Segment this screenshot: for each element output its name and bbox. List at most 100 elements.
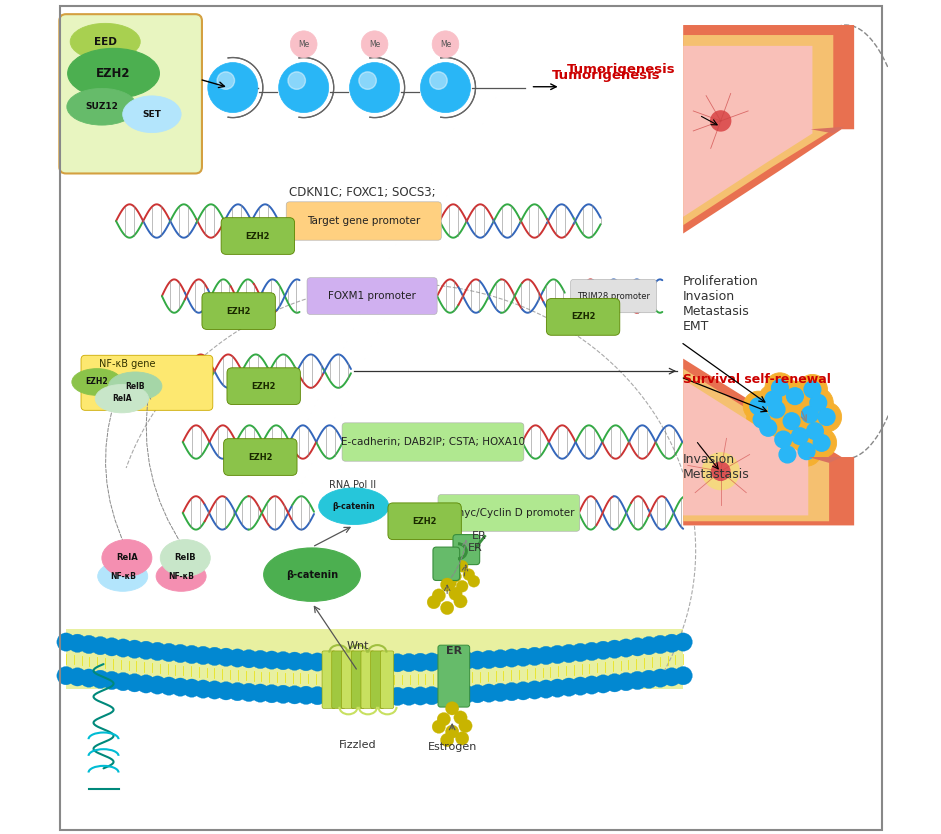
- Text: NF-κB: NF-κB: [110, 572, 136, 580]
- FancyBboxPatch shape: [371, 651, 384, 708]
- Text: E-cadherin; DAB2IP; CSTA; HOXA10: E-cadherin; DAB2IP; CSTA; HOXA10: [341, 437, 525, 447]
- Text: Invasion
Metastasis: Invasion Metastasis: [683, 453, 750, 481]
- Circle shape: [359, 72, 376, 89]
- Circle shape: [571, 643, 589, 661]
- Circle shape: [291, 31, 317, 58]
- Circle shape: [560, 645, 578, 663]
- Circle shape: [80, 636, 98, 654]
- Circle shape: [798, 443, 815, 460]
- Circle shape: [149, 676, 167, 694]
- Circle shape: [760, 420, 776, 436]
- Text: EZH2: EZH2: [86, 378, 108, 386]
- Circle shape: [69, 668, 87, 686]
- Circle shape: [440, 578, 454, 591]
- Polygon shape: [811, 127, 844, 133]
- Circle shape: [136, 641, 155, 660]
- FancyBboxPatch shape: [286, 202, 441, 240]
- Ellipse shape: [263, 548, 360, 601]
- Circle shape: [560, 678, 578, 696]
- Circle shape: [571, 677, 589, 696]
- Circle shape: [205, 681, 224, 699]
- FancyBboxPatch shape: [438, 646, 470, 707]
- Circle shape: [320, 686, 338, 705]
- Circle shape: [702, 453, 739, 490]
- Circle shape: [217, 72, 234, 89]
- Circle shape: [400, 653, 418, 671]
- Circle shape: [449, 587, 462, 600]
- Circle shape: [285, 686, 304, 704]
- Circle shape: [56, 633, 75, 651]
- Circle shape: [743, 391, 774, 421]
- Circle shape: [468, 575, 480, 587]
- Ellipse shape: [95, 384, 149, 413]
- Polygon shape: [683, 46, 812, 217]
- Circle shape: [819, 409, 835, 425]
- Polygon shape: [683, 359, 854, 525]
- Ellipse shape: [72, 369, 122, 395]
- Text: NF-κB gene: NF-κB gene: [99, 359, 155, 369]
- Text: CDKN1C; FOXC1; SOCS3;: CDKN1C; FOXC1; SOCS3;: [289, 186, 436, 199]
- Text: C-myc/Cyclin D promoter: C-myc/Cyclin D promoter: [443, 508, 575, 518]
- Circle shape: [711, 462, 730, 480]
- Text: EED: EED: [94, 37, 117, 47]
- Circle shape: [662, 668, 681, 686]
- Circle shape: [549, 646, 566, 664]
- Circle shape: [445, 577, 456, 589]
- Text: EZH2: EZH2: [246, 232, 270, 240]
- Circle shape: [804, 388, 834, 418]
- Circle shape: [91, 636, 109, 655]
- Text: FOXM1 promoter: FOXM1 promoter: [328, 291, 416, 301]
- Circle shape: [746, 404, 776, 435]
- Text: EZH2: EZH2: [227, 307, 251, 315]
- Text: SET: SET: [142, 110, 161, 118]
- Circle shape: [288, 72, 306, 89]
- FancyBboxPatch shape: [361, 651, 375, 708]
- Circle shape: [183, 646, 200, 664]
- Circle shape: [440, 733, 454, 746]
- FancyBboxPatch shape: [453, 535, 480, 565]
- Circle shape: [205, 647, 224, 666]
- Circle shape: [537, 680, 555, 698]
- Circle shape: [365, 654, 384, 672]
- Ellipse shape: [98, 561, 148, 591]
- Text: RelB: RelB: [125, 382, 145, 390]
- Text: Proliferation
Invasion
Metastasis
EMT: Proliferation Invasion Metastasis EMT: [683, 275, 759, 334]
- Circle shape: [80, 669, 98, 687]
- Circle shape: [469, 651, 486, 669]
- FancyBboxPatch shape: [342, 651, 355, 708]
- FancyBboxPatch shape: [59, 14, 202, 173]
- Circle shape: [274, 651, 293, 670]
- Circle shape: [774, 431, 791, 448]
- Circle shape: [432, 720, 445, 733]
- Circle shape: [456, 560, 468, 572]
- Text: ER: ER: [472, 531, 487, 541]
- Text: Tumorigenesis: Tumorigenesis: [552, 68, 661, 82]
- Circle shape: [445, 725, 459, 738]
- Circle shape: [805, 381, 821, 398]
- Circle shape: [454, 711, 467, 724]
- Circle shape: [791, 428, 808, 445]
- Circle shape: [795, 399, 825, 430]
- Circle shape: [651, 669, 669, 687]
- Circle shape: [750, 398, 767, 414]
- Circle shape: [240, 650, 258, 668]
- Circle shape: [454, 595, 467, 608]
- Circle shape: [103, 638, 120, 656]
- Text: NF-κB: NF-κB: [168, 572, 194, 580]
- Circle shape: [430, 72, 447, 89]
- Circle shape: [787, 388, 804, 404]
- Circle shape: [806, 428, 837, 458]
- Circle shape: [171, 678, 189, 696]
- Circle shape: [776, 406, 806, 436]
- Text: Wnt: Wnt: [346, 641, 369, 651]
- FancyBboxPatch shape: [332, 651, 345, 708]
- Circle shape: [772, 379, 789, 396]
- Circle shape: [765, 391, 782, 408]
- Circle shape: [605, 674, 624, 692]
- Text: ER: ER: [446, 646, 462, 656]
- Circle shape: [263, 651, 281, 669]
- FancyBboxPatch shape: [221, 218, 295, 254]
- Circle shape: [171, 645, 189, 663]
- Circle shape: [114, 672, 133, 691]
- Circle shape: [582, 642, 601, 661]
